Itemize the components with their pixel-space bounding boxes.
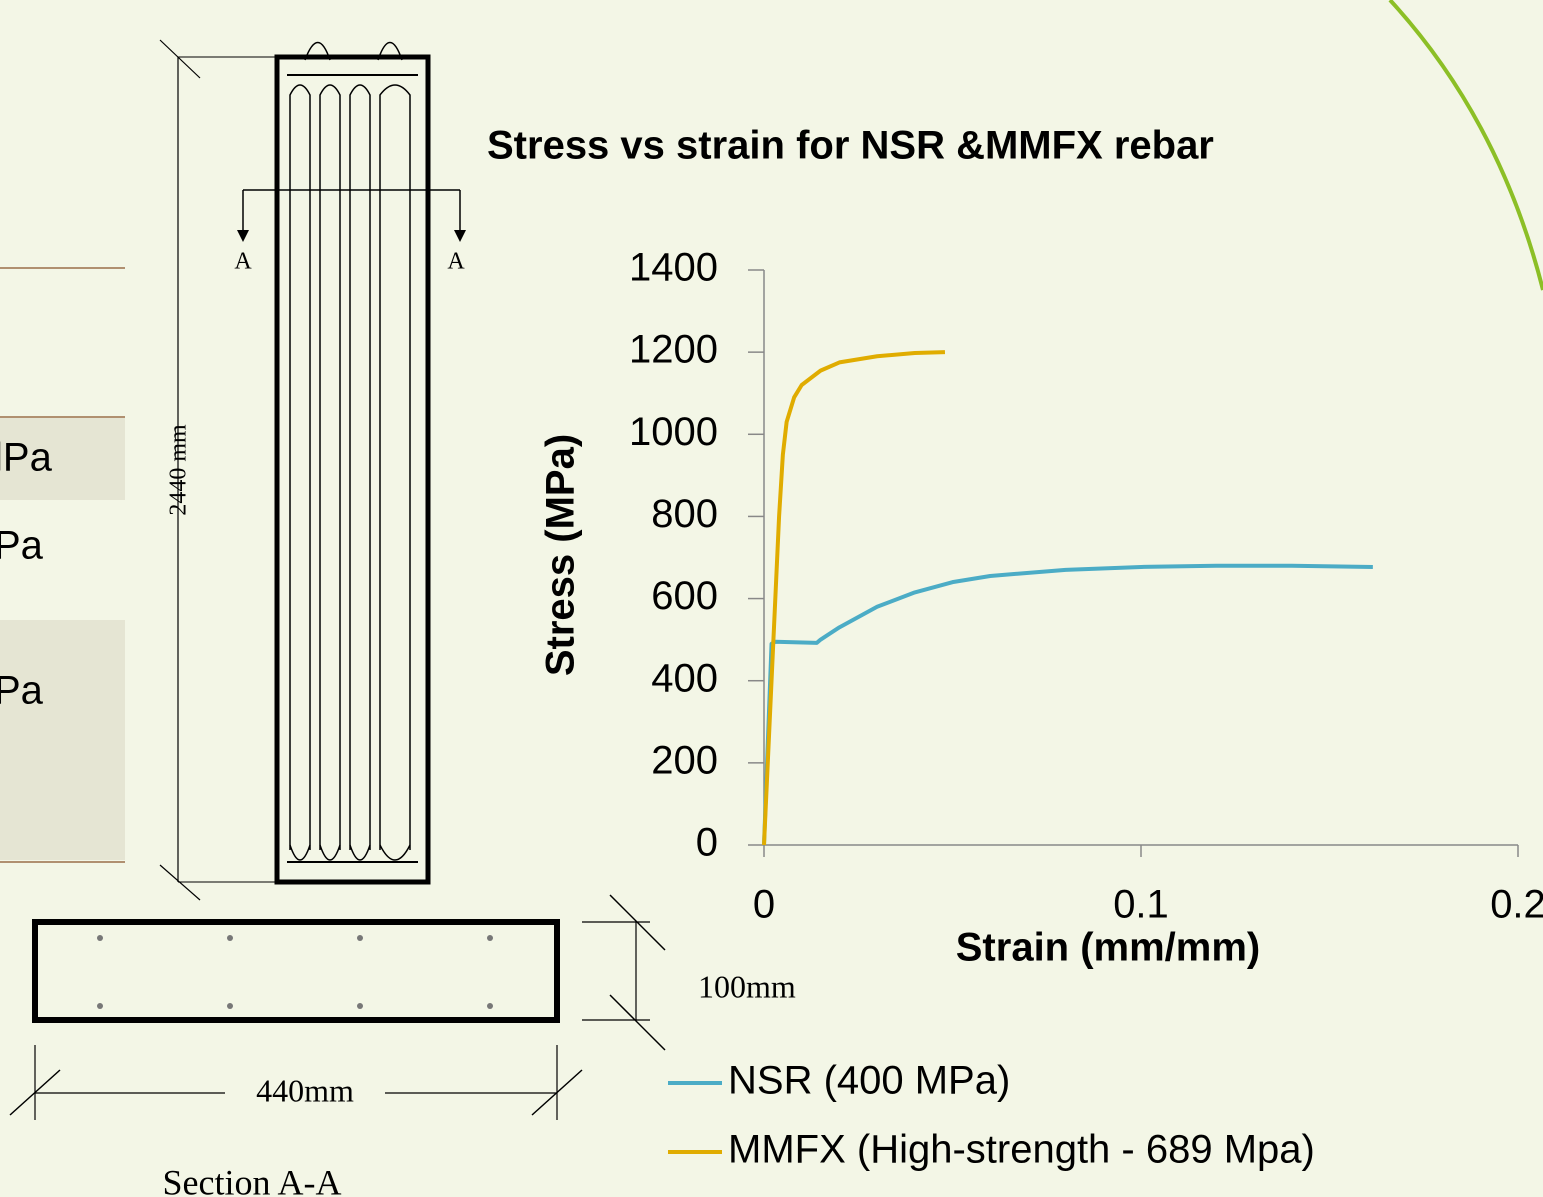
chart-title: Stress vs strain for NSR &MMFX rebar [487, 124, 1214, 168]
section-mark: A [447, 249, 465, 275]
table-cell [0, 620, 125, 860]
y-tick-label: 600 [651, 574, 718, 618]
y-tick-label: 1200 [629, 328, 718, 372]
x-tick-label: 0.1 [1113, 883, 1169, 927]
table-text: Pa [0, 524, 44, 568]
x-axis-label: Strain (mm/mm) [956, 926, 1261, 970]
depth-label: 100mm [698, 968, 796, 1004]
table-text: lPa [0, 436, 53, 480]
y-tick-label: 800 [651, 492, 718, 536]
series-line [762, 563, 1373, 846]
width-label: 440mm [256, 1072, 354, 1108]
legend-label: MMFX (High-strength - 689 Mpa) [728, 1128, 1315, 1172]
x-tick-label: 0.2 [1490, 883, 1543, 927]
table-text: Pa [0, 669, 44, 713]
y-tick-label: 1000 [629, 410, 718, 454]
y-axis-label: Stress (MPa) [539, 434, 583, 676]
y-tick-label: 200 [651, 738, 718, 782]
series-line [762, 350, 946, 846]
y-tick-label: 400 [651, 656, 718, 700]
decor-arc [1388, 0, 1543, 291]
table-cell [0, 417, 125, 500]
legend-label: NSR (400 MPa) [728, 1059, 1010, 1103]
rebar-dots [97, 935, 493, 1009]
section-label: Section A-A [163, 1162, 342, 1197]
y-tick-label: 1400 [629, 246, 718, 290]
column-drawing [9, 39, 666, 1120]
height-label: 2440 mm [166, 424, 192, 516]
section-mark: A [234, 249, 252, 275]
y-tick-label: 0 [696, 821, 718, 865]
x-tick-label: 0 [753, 883, 775, 927]
